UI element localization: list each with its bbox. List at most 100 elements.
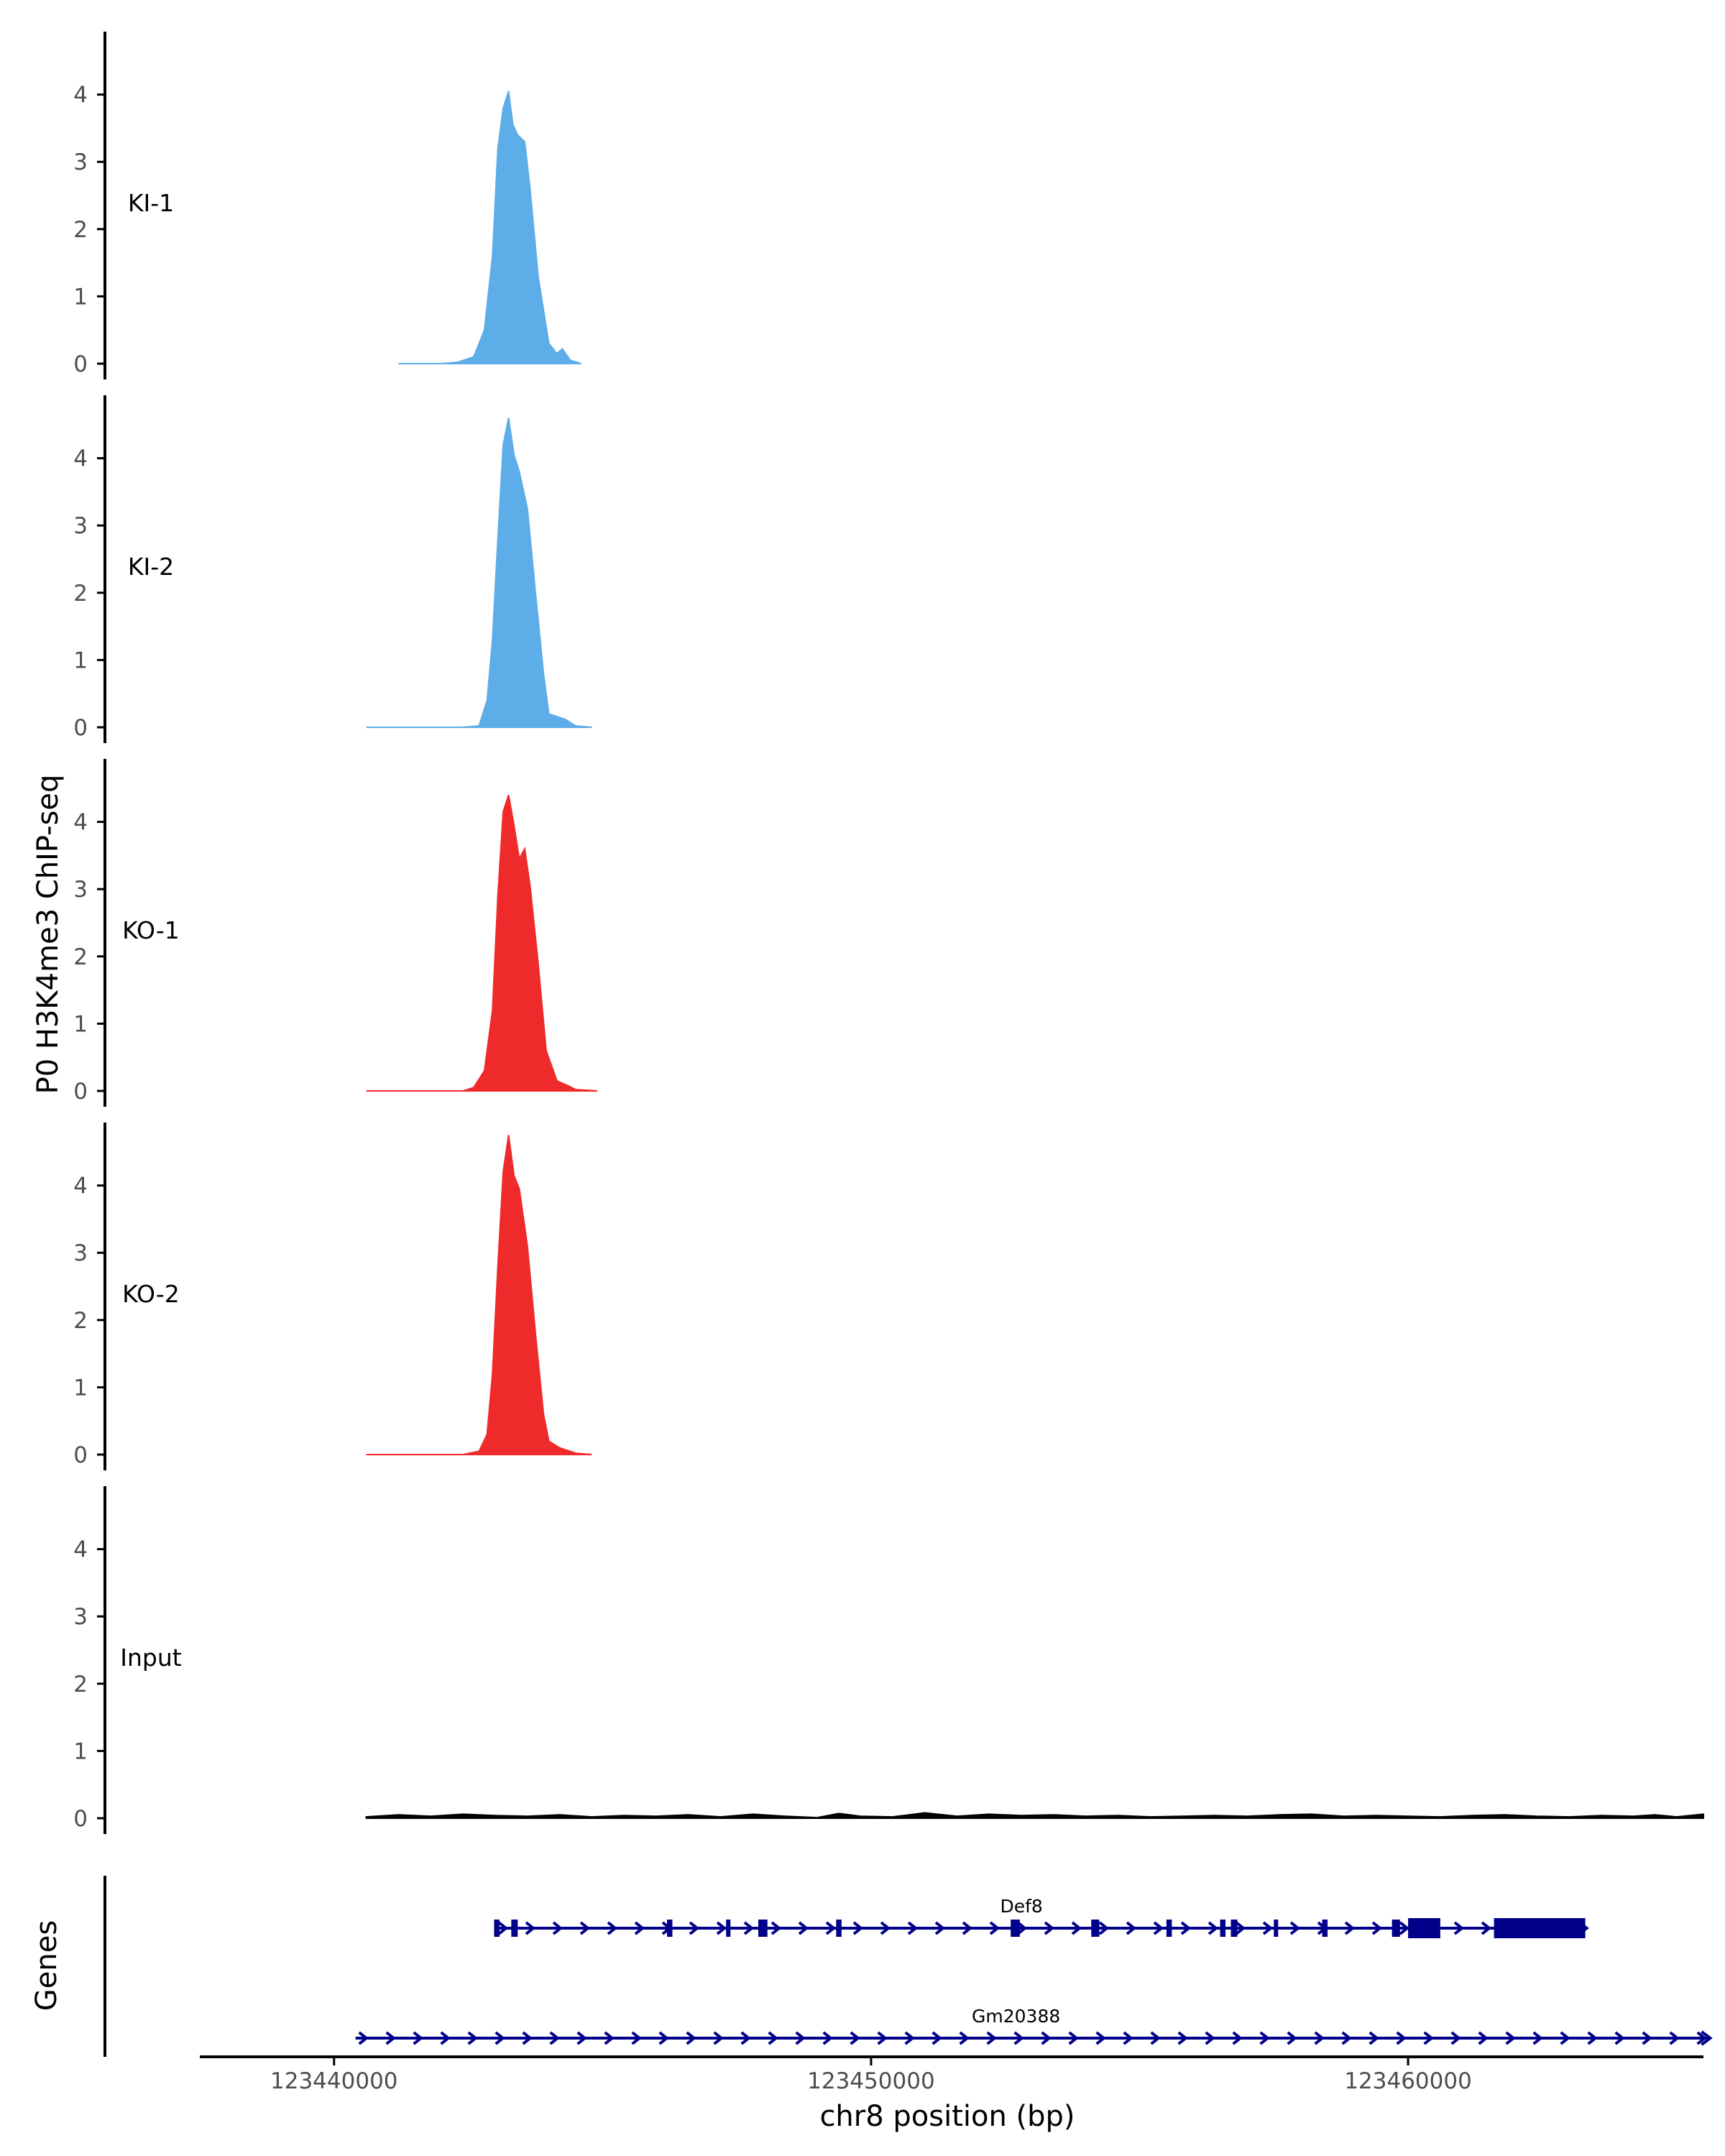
strand-arrow: [1153, 1921, 1164, 1935]
strand-arrow: [1669, 2031, 1680, 2045]
strand-arrow: [1368, 2031, 1379, 2045]
strand-arrow: [1262, 1921, 1274, 1935]
track-input: 0 1 2 3 4 Input: [73, 1486, 1704, 1834]
strand-arrow: [358, 2031, 369, 2045]
y-tick-label: 1: [73, 1738, 88, 1764]
y-tick-label: 4: [73, 1537, 88, 1563]
x-axis: 123440000 123450000 123460000: [200, 2055, 1703, 2094]
strand-arrow: [1071, 1921, 1082, 1935]
strand-arrow: [1453, 1921, 1465, 1935]
strand-arrow: [713, 2031, 724, 2045]
signal-area: [365, 1812, 1704, 1819]
y-tick-label: 4: [73, 83, 88, 109]
strand-arrow: [877, 2031, 888, 2045]
genes-axis-title: Genes: [30, 1920, 63, 2011]
strand-arrow: [852, 1921, 864, 1935]
strand-arrow: [631, 2031, 642, 2045]
strand-arrow: [1259, 2031, 1270, 2045]
exon: [1274, 1920, 1279, 1937]
strand-arrow: [1696, 2031, 1707, 2045]
strand-arrow: [1478, 2031, 1489, 2045]
signal-area: [366, 1135, 592, 1455]
exon: [1230, 1920, 1236, 1937]
strand-arrow: [552, 1921, 564, 1935]
strand-arrow: [962, 1921, 973, 1935]
track-label: KI-1: [128, 189, 174, 217]
exon: [758, 1920, 767, 1937]
strand-arrow: [880, 1921, 891, 1935]
exon: [1220, 1920, 1226, 1937]
y-tick-label: 1: [73, 1375, 88, 1401]
x-axis-title: chr8 position (bp): [819, 2100, 1075, 2133]
strand-arrow: [1041, 2031, 1052, 2045]
strand-arrow: [959, 2031, 970, 2045]
strand-arrow: [579, 1921, 591, 1935]
track-label: Input: [120, 1644, 182, 1672]
track-ko-2: 0 1 2 3 4 KO-2: [73, 1123, 592, 1470]
y-tick-label: 2: [73, 581, 88, 607]
strand-arrow: [1150, 2031, 1161, 2045]
strand-arrow: [798, 1921, 809, 1935]
strand-arrow: [1450, 2031, 1461, 2045]
strand-arrow: [494, 2031, 505, 2045]
strand-arrow: [1235, 1921, 1246, 1935]
track-ki-2: 0 1 2 3 4 KI-2: [73, 395, 592, 743]
y-tick-label: 0: [73, 715, 88, 741]
y-tick-label: 4: [73, 810, 88, 836]
tracks-layer: 0 1 2 3 4 KI-1 0 1 2 3 4 KI-2 0 1 2 3 4 KO-1 0 1 2 3 4 KO-2 0 1 2 3…: [73, 32, 1704, 1834]
y-tick-label: 3: [73, 149, 88, 175]
strand-arrow: [1396, 2031, 1407, 2045]
x-tick-label: 123450000: [807, 2068, 935, 2094]
strand-arrow: [604, 2031, 615, 2045]
track-label: KI-2: [128, 553, 174, 581]
strand-arrow: [1098, 1921, 1110, 1935]
exon: [494, 1920, 500, 1937]
y-tick-label: 3: [73, 1240, 88, 1266]
strand-arrow: [795, 2031, 806, 2045]
strand-arrow: [770, 1921, 782, 1935]
exon: [1166, 1920, 1172, 1937]
strand-arrow: [1232, 2031, 1243, 2045]
strand-arrow: [1095, 2031, 1106, 2045]
strand-arrow: [549, 2031, 560, 2045]
strand-arrow: [1344, 1921, 1356, 1935]
strand-arrow: [658, 2031, 669, 2045]
track-label: KO-1: [122, 916, 180, 944]
strand-arrow: [1587, 2031, 1598, 2045]
y-tick-label: 1: [73, 648, 88, 673]
strand-arrow: [525, 1921, 536, 1935]
gene-def8: Def8: [494, 1896, 1589, 1938]
strand-arrow: [1289, 1921, 1301, 1935]
strand-arrow: [413, 2031, 423, 2045]
strand-arrow: [716, 1921, 727, 1935]
strand-arrow: [1505, 2031, 1516, 2045]
y-tick-label: 1: [73, 284, 88, 310]
strand-arrow: [1287, 2031, 1297, 2045]
y-tick-label: 1: [73, 1011, 88, 1037]
strand-arrow: [904, 2031, 915, 2045]
strand-arrow: [1208, 1921, 1219, 1935]
strand-arrow: [1341, 2031, 1352, 2045]
strand-arrow: [1016, 1921, 1028, 1935]
strand-arrow: [497, 1921, 509, 1935]
strand-arrow: [1423, 2031, 1434, 2045]
strand-arrow: [1614, 2031, 1625, 2045]
strand-arrow: [740, 2031, 751, 2045]
genes-layer: Def8 Gm20388: [104, 1876, 1713, 2057]
strand-arrow: [1177, 2031, 1188, 2045]
strand-arrow: [1371, 1921, 1383, 1935]
strand-arrow: [1314, 2031, 1325, 2045]
y-tick-label: 3: [73, 513, 88, 539]
strand-arrow: [522, 2031, 533, 2045]
strand-arrow: [1399, 1921, 1410, 1935]
strand-arrow: [576, 2031, 587, 2045]
signal-area: [366, 794, 597, 1092]
exon: [1494, 1918, 1586, 1938]
y-tick-label: 0: [73, 351, 88, 377]
exon: [1091, 1920, 1100, 1937]
strand-arrow: [1180, 1921, 1192, 1935]
strand-arrow: [850, 2031, 860, 2045]
strand-arrow-end: [1701, 2030, 1713, 2046]
strand-arrow: [686, 2031, 696, 2045]
